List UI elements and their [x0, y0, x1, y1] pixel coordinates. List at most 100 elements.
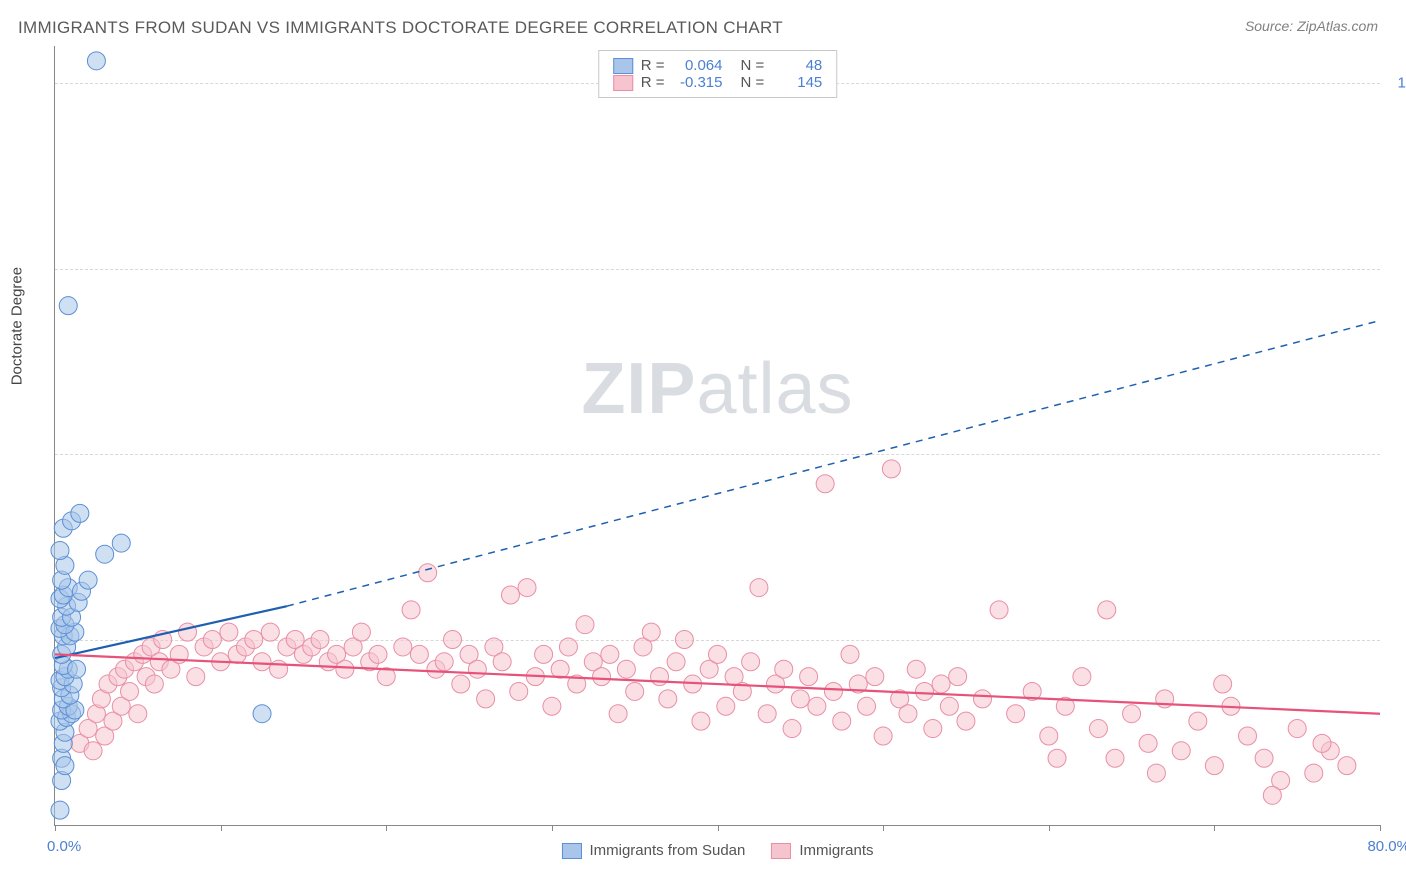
x-tick	[1049, 825, 1050, 831]
data-point	[916, 682, 934, 700]
y-tick-label: 7.5%	[1385, 260, 1406, 277]
legend-swatch	[561, 843, 581, 859]
data-point	[949, 668, 967, 686]
data-point	[121, 682, 139, 700]
data-point	[84, 742, 102, 760]
legend-stats-row: R =-0.315N =145	[613, 74, 823, 91]
data-point	[145, 675, 163, 693]
data-point	[444, 631, 462, 649]
x-tick	[1214, 825, 1215, 831]
data-point	[907, 660, 925, 678]
legend-swatch	[613, 58, 633, 74]
data-point	[1106, 749, 1124, 767]
data-point	[858, 697, 876, 715]
data-point	[68, 660, 86, 678]
data-point	[957, 712, 975, 730]
source-label: Source: ZipAtlas.com	[1245, 18, 1378, 34]
data-point	[501, 586, 519, 604]
data-point	[1305, 764, 1323, 782]
data-point	[609, 705, 627, 723]
data-point	[1048, 749, 1066, 767]
data-point	[179, 623, 197, 641]
data-point	[1189, 712, 1207, 730]
data-point	[833, 712, 851, 730]
x-tick	[221, 825, 222, 831]
data-point	[435, 653, 453, 671]
data-point	[1089, 720, 1107, 738]
x-max-label: 80.0%	[1367, 838, 1406, 855]
data-point	[816, 475, 834, 493]
n-value: 145	[772, 74, 822, 91]
data-point	[692, 712, 710, 730]
data-point	[253, 705, 271, 723]
data-point	[824, 682, 842, 700]
r-value: 0.064	[673, 57, 723, 74]
data-point	[56, 757, 74, 775]
x-tick	[1380, 825, 1381, 831]
data-point	[791, 690, 809, 708]
data-point	[932, 675, 950, 693]
data-point	[642, 623, 660, 641]
data-point	[187, 668, 205, 686]
plot-area: ZIPatlas Doctorate Degree 2.5%5.0%7.5%10…	[54, 46, 1380, 826]
y-axis-title: Doctorate Degree	[9, 266, 26, 384]
data-point	[990, 601, 1008, 619]
data-point	[1147, 764, 1165, 782]
chart-area: ZIPatlas Doctorate Degree 2.5%5.0%7.5%10…	[54, 46, 1380, 826]
data-point	[452, 675, 470, 693]
data-point	[402, 601, 420, 619]
data-point	[468, 660, 486, 678]
data-point	[352, 623, 370, 641]
r-label: R =	[641, 57, 665, 74]
data-point	[71, 504, 89, 522]
data-point	[1098, 601, 1116, 619]
data-point	[1239, 727, 1257, 745]
data-point	[924, 720, 942, 738]
legend-item: Immigrants from Sudan	[561, 842, 745, 859]
r-value: -0.315	[673, 74, 723, 91]
x-origin-label: 0.0%	[47, 838, 81, 855]
data-point	[1313, 734, 1331, 752]
data-point	[1007, 705, 1025, 723]
x-tick	[55, 825, 56, 831]
data-point	[874, 727, 892, 745]
data-point	[899, 705, 917, 723]
data-point	[510, 682, 528, 700]
x-tick	[883, 825, 884, 831]
data-point	[79, 571, 97, 589]
data-point	[1255, 749, 1273, 767]
data-point	[518, 579, 536, 597]
data-point	[1288, 720, 1306, 738]
data-point	[112, 534, 130, 552]
legend-series: Immigrants from Sudan Immigrants	[561, 842, 873, 859]
data-point	[394, 638, 412, 656]
data-point	[593, 668, 611, 686]
data-point	[717, 697, 735, 715]
x-tick	[386, 825, 387, 831]
data-point	[775, 660, 793, 678]
data-point	[245, 631, 263, 649]
x-tick	[552, 825, 553, 831]
data-point	[601, 645, 619, 663]
data-point	[882, 460, 900, 478]
n-value: 48	[772, 57, 822, 74]
data-point	[1073, 668, 1091, 686]
data-point	[667, 653, 685, 671]
legend-item: Immigrants	[771, 842, 873, 859]
data-point	[87, 52, 105, 70]
data-point	[51, 541, 69, 559]
y-tick-label: 2.5%	[1385, 631, 1406, 648]
data-point	[551, 660, 569, 678]
data-point	[1040, 727, 1058, 745]
data-point	[841, 645, 859, 663]
data-point	[1172, 742, 1190, 760]
data-point	[311, 631, 329, 649]
data-point	[1123, 705, 1141, 723]
data-point	[709, 645, 727, 663]
data-point	[419, 564, 437, 582]
data-point	[369, 645, 387, 663]
y-tick-label: 5.0%	[1385, 446, 1406, 463]
data-point	[974, 690, 992, 708]
r-label: R =	[641, 74, 665, 91]
data-point	[866, 668, 884, 686]
